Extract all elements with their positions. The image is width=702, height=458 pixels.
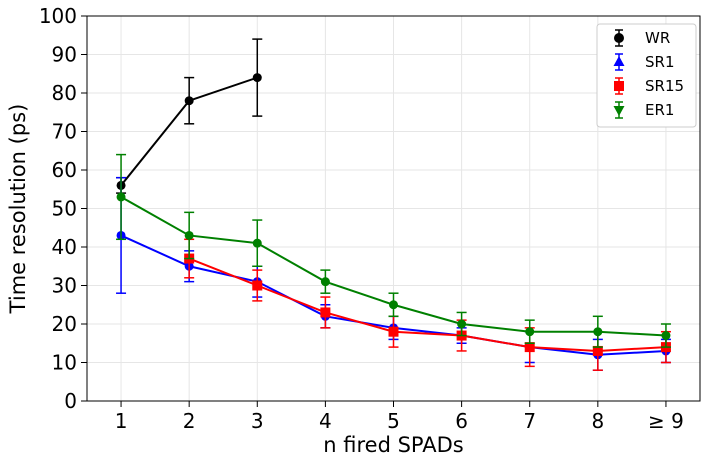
legend-marker-er1	[613, 106, 625, 116]
data-point	[184, 230, 194, 240]
y-tick-label: 60	[52, 158, 77, 182]
x-tick-label: 7	[523, 409, 536, 433]
y-tick-label: 30	[52, 274, 77, 298]
data-point	[184, 96, 194, 106]
x-tick-label: 5	[387, 409, 400, 433]
legend-label-wr: WR	[645, 29, 670, 47]
x-axis-label: n fired SPADs	[323, 433, 463, 457]
data-point	[252, 238, 262, 248]
y-tick-label: 50	[52, 197, 77, 221]
y-tick-label: 40	[52, 235, 77, 259]
data-point	[457, 319, 467, 329]
x-tick-label: 6	[455, 409, 468, 433]
series-er1	[116, 153, 671, 348]
data-point	[320, 277, 330, 287]
x-tick-label: ≥ 9	[648, 409, 684, 433]
data-point	[252, 280, 263, 291]
data-point	[593, 327, 603, 337]
data-point	[661, 331, 671, 341]
y-tick-label: 100	[39, 4, 77, 28]
data-point	[252, 73, 262, 83]
legend-label-sr1: SR1	[645, 53, 675, 71]
x-tick-label: 3	[251, 409, 264, 433]
y-tick-label: 90	[52, 43, 77, 67]
y-tick-label: 20	[52, 312, 77, 336]
data-point	[116, 192, 126, 202]
plot-series	[116, 38, 671, 371]
x-tick-label: 4	[319, 409, 332, 433]
data-point	[320, 307, 331, 318]
data-point	[525, 327, 535, 337]
y-tick-label: 70	[52, 120, 77, 144]
legend: WR SR1 SR15 ER1	[596, 23, 697, 128]
y-tick-label: 10	[52, 351, 77, 375]
legend-label-sr15: SR15	[645, 77, 684, 95]
y-axis-label: Time resolution (ps)	[6, 104, 30, 315]
x-tick-label: 2	[183, 409, 196, 433]
data-point	[524, 342, 535, 353]
y-tick-label: 80	[52, 81, 77, 105]
legend-marker-wr	[614, 33, 624, 43]
series-line	[188, 257, 667, 352]
legend-marker-sr15	[614, 81, 624, 91]
axis-ticks: 0 10 20 30 40 50 60 70 80 90 100 1 2 3 4 5 6 7 8 ≥ 9	[39, 4, 684, 433]
y-tick-label: 0	[64, 389, 77, 413]
data-point	[592, 345, 603, 356]
legend-label-er1: ER1	[645, 101, 674, 119]
data-point	[388, 326, 399, 337]
data-point	[389, 300, 398, 310]
x-tick-label: 8	[591, 409, 604, 433]
x-tick-label: 1	[115, 409, 128, 433]
legend-marker-sr1	[613, 56, 625, 66]
